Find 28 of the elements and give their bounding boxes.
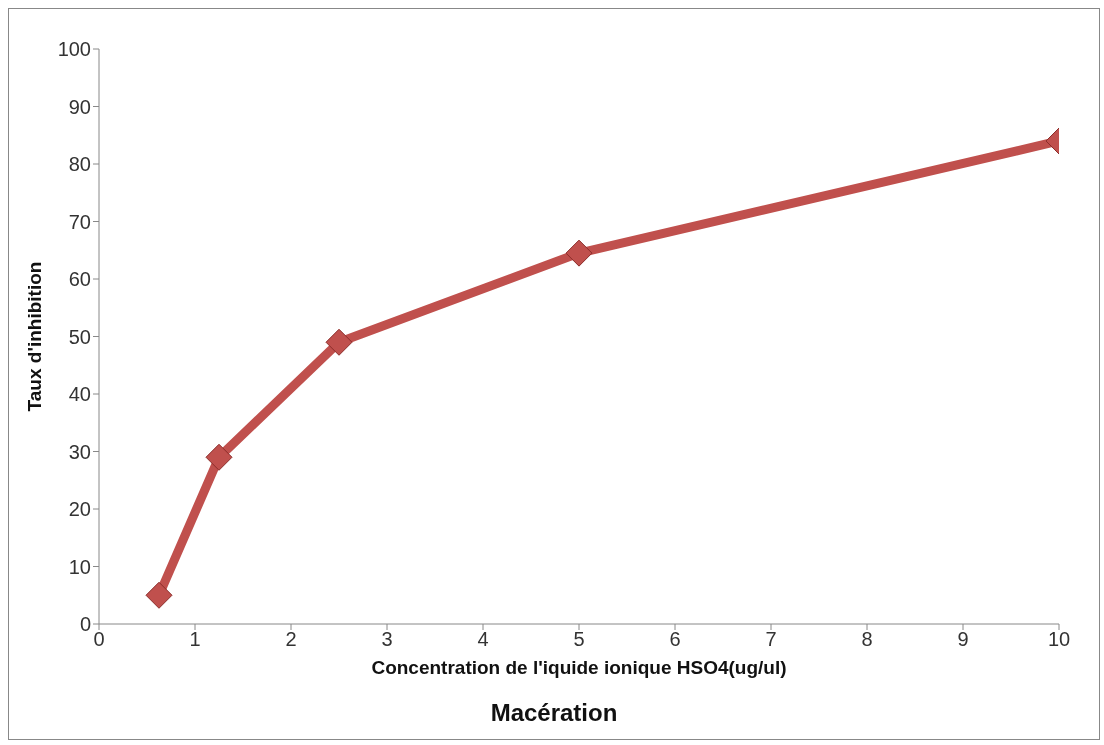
y-tick-label: 30: [68, 440, 91, 463]
y-tick-label: 90: [68, 95, 91, 118]
y-axis-title: Taux d'inhibition: [23, 261, 45, 412]
y-tick-label: 80: [68, 153, 91, 176]
x-tick-label: 3: [381, 628, 393, 651]
x-tick-label: 9: [957, 628, 969, 651]
x-tick-label: 8: [861, 628, 873, 651]
x-tick-label: 7: [765, 628, 777, 651]
y-tick-label: 70: [68, 210, 91, 233]
point: [205, 443, 233, 471]
y-tick-label: 40: [68, 383, 91, 406]
point: [325, 328, 353, 356]
text: Macération: [489, 699, 619, 727]
y-tick-label: 10: [68, 555, 91, 578]
y-tick-label: 20: [68, 498, 91, 521]
x-tick-label: 6: [669, 628, 681, 651]
y-tick-label: 0: [79, 613, 91, 636]
y-tick-label: 50: [68, 325, 91, 348]
x-tick-label: 1: [189, 628, 201, 651]
point: [145, 581, 173, 609]
x-tick-label: 4: [477, 628, 489, 651]
y-tick-label: 100: [57, 38, 91, 61]
y-tick-label: 60: [68, 268, 91, 291]
x-tick-label: 2: [285, 628, 297, 651]
x-axis-title: Concentration de l'iquide ionique HSO4(ug/ul): [371, 657, 787, 678]
x-tick-label: 5: [573, 628, 585, 651]
x-tick-label: 0: [93, 628, 105, 651]
x-tick-label: 10: [1047, 628, 1071, 651]
